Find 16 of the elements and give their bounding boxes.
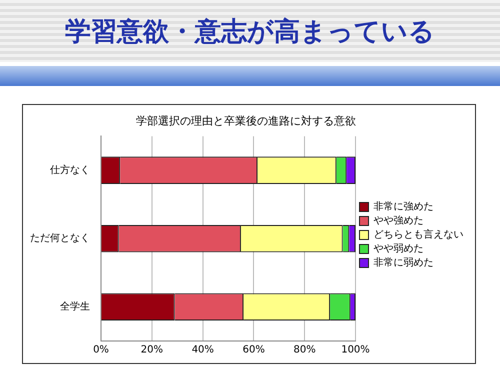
x-tick-label: 20% — [140, 344, 164, 356]
x-tick-label: 40% — [192, 344, 214, 356]
y-tick-label: ただ何となく — [30, 233, 90, 244]
legend-label: 非常に弱めた — [374, 256, 434, 269]
chart-title: 学習意欲・意志が高まっている — [64, 16, 436, 49]
legend-label: 非常に強めた — [374, 200, 434, 213]
chart-subtitle: 学部選択の理由と卒業後の進路に対する意欲 — [136, 114, 356, 128]
y-tick-label: 仕方なく — [50, 164, 90, 176]
x-tick-label: 80% — [293, 344, 316, 356]
legend-label: やや弱めた — [374, 244, 424, 255]
x-tick-label: 60% — [242, 344, 265, 356]
legend-label: やや強めた — [374, 214, 424, 227]
x-tick-label: 0% — [93, 344, 109, 356]
legend-label: どちらとも言えない — [374, 228, 464, 241]
y-tick-label: 全学生 — [60, 300, 90, 312]
x-tick-label: 100% — [341, 344, 370, 356]
